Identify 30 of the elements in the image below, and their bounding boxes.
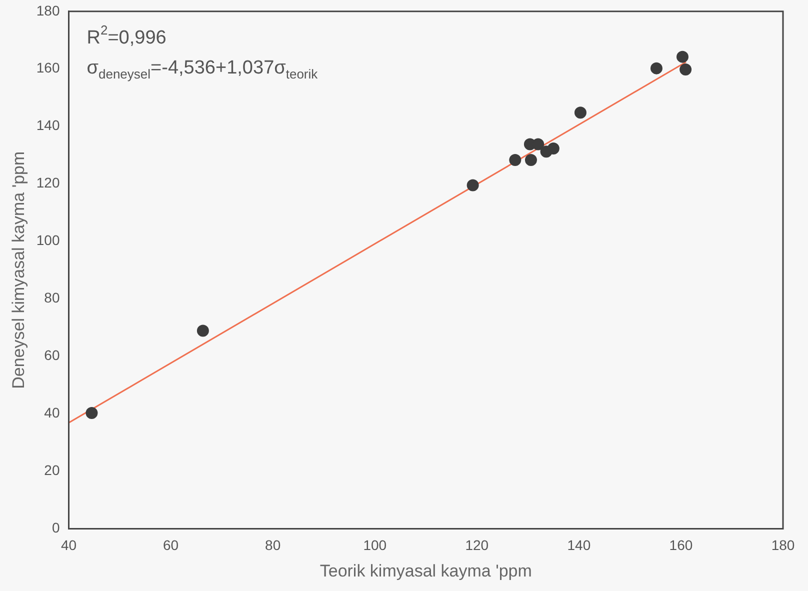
x-tick-label: 140	[567, 537, 591, 554]
point	[466, 179, 479, 192]
point	[524, 154, 537, 166]
point	[574, 106, 586, 119]
y-tick-label: 100	[36, 232, 60, 248]
x-tick-label: 60	[163, 537, 179, 554]
y-tick-label: 0	[52, 520, 60, 536]
y-tick-label: 60	[44, 347, 60, 364]
point	[547, 142, 560, 155]
point	[196, 324, 209, 337]
x-tick-label: 120	[465, 537, 489, 554]
point	[676, 50, 688, 63]
x-tick-label: 180	[771, 537, 795, 554]
y-tick-label: 40	[44, 404, 60, 421]
y-tick-label: 160	[36, 60, 60, 76]
y-axis-title: Deneysel kimyasal kayma 'ppm	[8, 151, 28, 389]
point	[680, 63, 692, 76]
point	[650, 62, 662, 74]
point	[86, 406, 98, 419]
point	[509, 154, 522, 166]
y-tick-label: 180	[36, 2, 60, 18]
x-tick-label: 40	[60, 537, 77, 554]
y-tick-label: 80	[44, 290, 60, 306]
x-axis-title: Teorik kimyasal kayma 'ppm	[320, 561, 532, 580]
x-tick-label: 100	[363, 537, 387, 554]
y-tick-label: 20	[44, 462, 60, 478]
y-tick-label: 120	[36, 174, 60, 191]
x-tick-label: 80	[265, 537, 281, 554]
y-tick-label: 140	[36, 117, 60, 134]
x-tick-label: 160	[669, 537, 693, 554]
